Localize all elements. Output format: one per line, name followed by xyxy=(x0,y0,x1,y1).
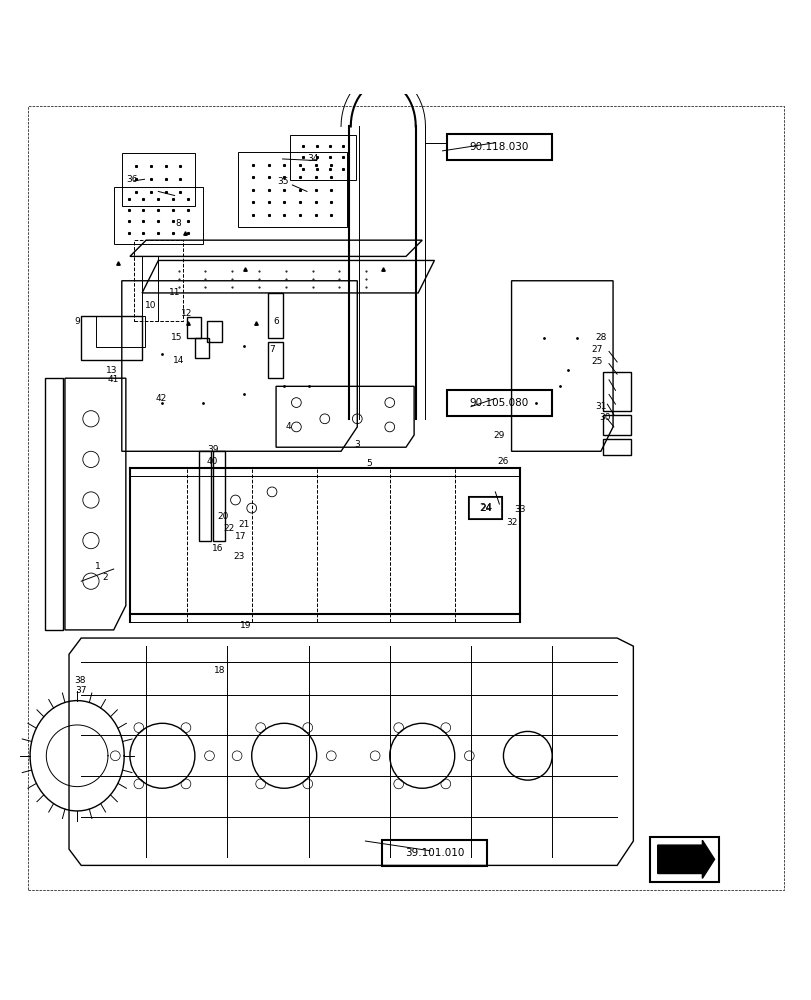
Text: 34: 34 xyxy=(307,154,318,163)
Bar xyxy=(602,372,630,411)
Text: 37: 37 xyxy=(75,686,87,695)
Text: 21: 21 xyxy=(238,520,249,529)
Text: 38: 38 xyxy=(74,676,85,685)
Text: 40: 40 xyxy=(207,457,218,466)
Text: 36: 36 xyxy=(126,175,137,184)
Bar xyxy=(96,316,144,347)
Bar xyxy=(268,342,282,378)
Text: 24: 24 xyxy=(478,503,491,513)
Text: 20: 20 xyxy=(217,512,229,521)
Bar xyxy=(207,321,221,342)
Text: 16: 16 xyxy=(212,544,223,553)
Text: 19: 19 xyxy=(239,621,251,630)
Bar xyxy=(602,415,630,435)
Bar xyxy=(469,497,501,519)
Bar xyxy=(195,338,209,358)
Text: 2: 2 xyxy=(103,573,108,582)
Bar xyxy=(290,135,356,180)
Bar xyxy=(446,390,551,416)
Text: 7: 7 xyxy=(268,345,275,354)
Text: 30: 30 xyxy=(599,413,610,422)
Text: 15: 15 xyxy=(171,333,182,342)
Text: 5: 5 xyxy=(366,459,372,468)
Bar xyxy=(649,837,718,882)
Text: 42: 42 xyxy=(155,394,166,403)
Text: 31: 31 xyxy=(594,402,606,411)
Bar xyxy=(134,240,182,321)
Text: 90.105.080: 90.105.080 xyxy=(470,398,528,408)
Text: 24: 24 xyxy=(479,504,491,513)
Text: 35: 35 xyxy=(277,177,288,186)
Text: 90.118.030: 90.118.030 xyxy=(469,142,529,152)
Text: 26: 26 xyxy=(497,457,508,466)
Text: 27: 27 xyxy=(590,345,602,354)
Bar xyxy=(45,378,62,630)
Text: 39: 39 xyxy=(207,445,218,454)
Bar xyxy=(114,187,203,244)
Text: 28: 28 xyxy=(594,333,606,342)
Bar xyxy=(199,451,211,541)
Bar xyxy=(212,451,225,541)
Text: 6: 6 xyxy=(272,317,279,326)
Bar xyxy=(469,497,501,519)
Text: 11: 11 xyxy=(169,288,180,297)
Bar xyxy=(602,439,630,455)
Text: 13: 13 xyxy=(106,366,118,375)
Text: 17: 17 xyxy=(234,532,246,541)
Text: 3: 3 xyxy=(354,440,360,449)
Text: 39.101.010: 39.101.010 xyxy=(404,848,464,858)
Text: 18: 18 xyxy=(213,666,225,675)
Text: 23: 23 xyxy=(234,552,245,561)
Text: 32: 32 xyxy=(505,518,517,527)
Text: 8: 8 xyxy=(175,219,182,228)
Text: 9: 9 xyxy=(74,317,80,326)
Text: 41: 41 xyxy=(108,375,119,384)
Text: 33: 33 xyxy=(513,505,525,514)
Polygon shape xyxy=(657,840,714,878)
Bar xyxy=(122,153,195,206)
Bar xyxy=(237,152,346,227)
Bar xyxy=(268,293,282,338)
Bar xyxy=(446,134,551,160)
Text: 22: 22 xyxy=(223,524,234,533)
Bar xyxy=(81,316,142,360)
Text: 25: 25 xyxy=(590,357,602,366)
Text: 10: 10 xyxy=(144,301,156,310)
Bar xyxy=(381,840,487,866)
Text: 1: 1 xyxy=(94,562,101,571)
Bar xyxy=(187,317,201,338)
Text: 4: 4 xyxy=(285,422,290,431)
Text: 29: 29 xyxy=(493,431,504,440)
Text: 14: 14 xyxy=(173,356,184,365)
Text: 12: 12 xyxy=(181,309,192,318)
